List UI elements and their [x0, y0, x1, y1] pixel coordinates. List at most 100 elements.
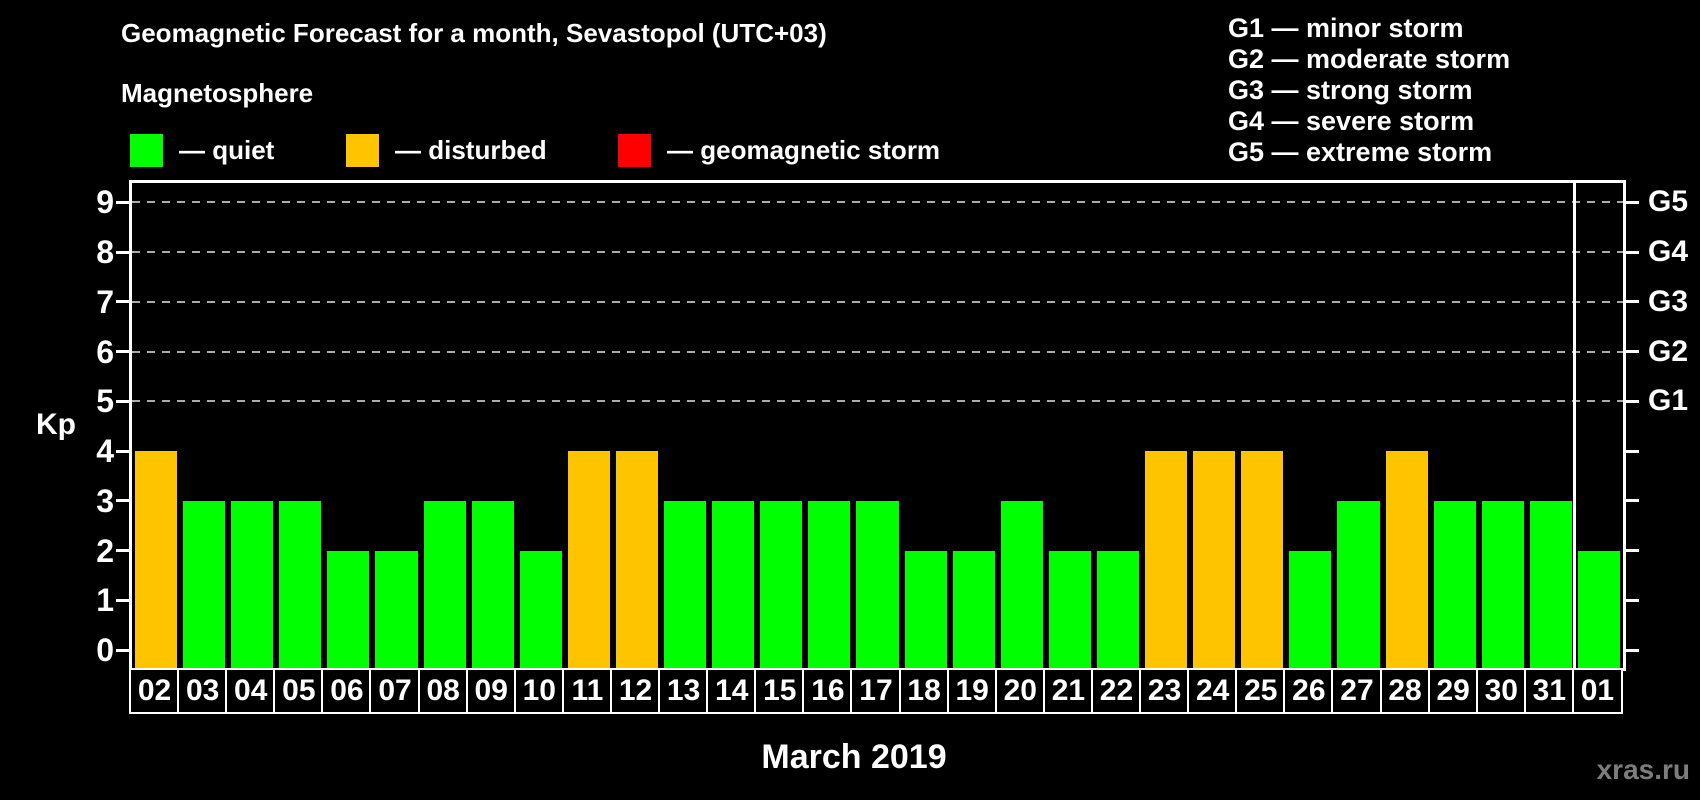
plot-area	[129, 180, 1626, 671]
day-label-19: 19	[946, 668, 998, 714]
kp-bar-day-13	[664, 500, 707, 668]
day-label-20: 20	[994, 668, 1046, 714]
kp-bar-day-22	[1096, 550, 1140, 668]
x-axis-title: March 2019	[761, 738, 947, 776]
day-label-02: 02	[129, 668, 181, 714]
y-tick-right	[1623, 499, 1639, 503]
day-label-16: 16	[802, 668, 854, 714]
legend-item-quiet: — quiet	[130, 132, 274, 168]
y-axis-title: Kp	[36, 408, 76, 441]
y-tick-left	[116, 549, 132, 553]
g-scale-legend: G1 — minor storm G2 — moderate storm G3 — …	[1228, 13, 1510, 168]
y-tick-left	[116, 648, 132, 652]
day-label-07: 07	[369, 668, 421, 714]
kp-bar-day-16	[808, 500, 851, 668]
day-label-09: 09	[465, 668, 517, 714]
y-tick-label: 2	[96, 532, 114, 569]
storm-color-swatch	[618, 133, 651, 167]
y-tick-label: 9	[96, 184, 114, 221]
kp-bar-day-12	[615, 451, 659, 668]
g-axis-label-G1: G1	[1648, 384, 1689, 418]
watermark: xras.ru	[1596, 754, 1690, 785]
y-tick-right	[1623, 200, 1639, 204]
kp-bar-day-19	[952, 550, 995, 668]
y-tick-left	[116, 300, 132, 304]
kp-bar-day-01	[1577, 550, 1620, 668]
kp-bar-day-27	[1337, 500, 1380, 668]
y-tick-label: 5	[96, 383, 114, 420]
kp-bar-day-31	[1529, 500, 1572, 668]
y-tick-left	[116, 250, 132, 254]
legend-label-quiet: — quiet	[179, 134, 275, 165]
g-axis-label-G5: G5	[1648, 185, 1689, 219]
y-tick-label: 6	[96, 333, 114, 370]
y-tick-label: 8	[96, 234, 114, 271]
kp-bar-day-03	[183, 500, 226, 668]
day-label-23: 23	[1139, 668, 1191, 714]
kp-bar-day-05	[279, 500, 322, 668]
day-label-03: 03	[177, 668, 229, 714]
kp-bar-day-24	[1193, 451, 1236, 668]
g-scale-legend-line: G4 — severe storm	[1228, 106, 1475, 136]
day-label-22: 22	[1090, 668, 1143, 714]
kp-bar-day-20	[1000, 500, 1043, 668]
quiet-color-swatch	[130, 133, 163, 167]
kp-bar-day-02	[135, 451, 178, 668]
gridline-kp5	[132, 400, 1623, 403]
day-label-08: 08	[417, 668, 469, 714]
y-tick-left	[116, 200, 132, 204]
kp-bar-day-07	[375, 550, 418, 668]
day-label-15: 15	[754, 668, 806, 714]
day-label-05: 05	[273, 668, 325, 714]
kp-bar-day-23	[1145, 451, 1188, 668]
kp-bar-day-11	[567, 451, 610, 668]
y-tick-left	[116, 449, 132, 453]
day-label-30: 30	[1475, 668, 1527, 714]
day-label-28: 28	[1379, 668, 1431, 714]
day-label-24: 24	[1187, 668, 1239, 714]
gridline-kp7	[132, 300, 1623, 303]
y-tick-right	[1623, 250, 1639, 254]
g-scale-legend-line: G5 — extreme storm	[1228, 137, 1493, 167]
y-tick-right	[1623, 549, 1639, 553]
y-tick-label: 4	[96, 433, 114, 470]
y-tick-left	[116, 399, 132, 403]
kp-bar-day-29	[1433, 500, 1476, 668]
kp-bar-day-21	[1048, 550, 1091, 668]
day-label-11: 11	[561, 668, 613, 714]
y-tick-right	[1623, 300, 1639, 304]
legend-item-disturbed: — disturbed	[346, 132, 547, 168]
disturbed-color-swatch	[346, 133, 379, 167]
y-tick-label: 0	[96, 632, 114, 668]
y-tick-label: 1	[96, 582, 114, 619]
kp-bar-day-30	[1481, 500, 1524, 668]
y-tick-right	[1623, 598, 1639, 602]
y-tick-left	[116, 598, 132, 602]
g-scale-legend-line: G2 — moderate storm	[1228, 44, 1511, 74]
day-label-29: 29	[1427, 668, 1479, 714]
kp-bar-day-14	[712, 500, 755, 668]
g-axis-label-G2: G2	[1648, 334, 1689, 368]
kp-bar-day-09	[471, 500, 514, 668]
y-tick-left	[116, 499, 132, 503]
day-label-18: 18	[898, 668, 950, 714]
y-tick-right	[1623, 350, 1639, 354]
gridline-kp8	[132, 251, 1623, 254]
y-tick-label: 7	[96, 283, 114, 320]
kp-bar-day-08	[423, 500, 466, 668]
day-label-10: 10	[513, 668, 565, 714]
day-label-26: 26	[1283, 668, 1335, 714]
y-tick-right	[1623, 449, 1639, 453]
kp-bar-day-04	[231, 500, 274, 668]
g-axis-label-G3: G3	[1648, 284, 1689, 318]
legend-item-storm: — geomagnetic storm	[618, 132, 940, 168]
g-axis-label-G4: G4	[1648, 235, 1689, 269]
legend-label-disturbed: — disturbed	[395, 134, 547, 165]
kp-bar-day-25	[1241, 451, 1284, 668]
day-label-27: 27	[1331, 668, 1383, 714]
gridline-kp6	[132, 350, 1623, 353]
gridline-kp9	[132, 201, 1623, 204]
kp-bar-day-15	[760, 500, 803, 668]
y-tick-right	[1623, 399, 1639, 403]
